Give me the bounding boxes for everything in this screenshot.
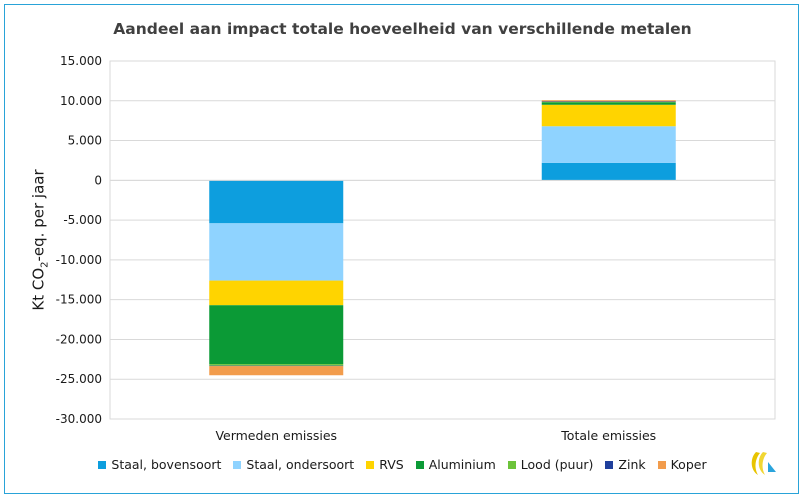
y-tick-label: -10.000 — [56, 253, 102, 267]
y-tick-label: -25.000 — [56, 372, 102, 386]
bar-segment — [541, 102, 676, 105]
x-tick-label: Vermeden emissies — [215, 428, 337, 443]
bar-segment — [209, 223, 344, 281]
chart-frame — [4, 4, 799, 494]
company-logo-icon — [751, 452, 776, 475]
legend-label: RVS — [379, 457, 404, 472]
legend-item: Zink — [605, 457, 646, 472]
legend-swatch — [366, 460, 375, 469]
y-tick-label: 10.000 — [60, 94, 102, 108]
bar-segment — [541, 100, 676, 102]
legend-item: Staal, bovensoort — [98, 457, 221, 472]
legend: Staal, bovensoort Staal, ondersoort RVS Alu… — [0, 457, 805, 472]
y-tick-label: 15.000 — [60, 54, 102, 68]
legend-swatch — [657, 460, 666, 469]
bar-segment — [209, 366, 344, 376]
y-tick-label: 5.000 — [68, 134, 102, 148]
bar-segment — [209, 364, 344, 366]
legend-swatch — [507, 460, 516, 469]
bar-segment — [541, 101, 676, 103]
legend-label: Zink — [618, 457, 646, 472]
chart-title: Aandeel aan impact totale hoeveelheid va… — [113, 20, 692, 38]
legend-swatch — [98, 460, 107, 469]
bar-segment — [541, 162, 676, 181]
legend-label: Koper — [670, 457, 707, 472]
legend-item: Staal, ondersoort — [233, 457, 354, 472]
legend-item: Aluminium — [415, 457, 496, 472]
legend-item: Lood (puur) — [507, 457, 594, 472]
bar-segment — [541, 126, 676, 163]
y-tick-label: -20.000 — [56, 332, 102, 346]
bar-segment — [209, 280, 344, 306]
y-tick-label: 0 — [94, 173, 102, 187]
bar-segment — [541, 104, 676, 127]
legend-item: Koper — [657, 457, 707, 472]
y-tick-label: -15.000 — [56, 293, 102, 307]
legend-item: RVS — [366, 457, 404, 472]
legend-label: Aluminium — [428, 457, 496, 472]
y-tick-label: -30.000 — [56, 412, 102, 426]
legend-swatch — [415, 460, 424, 469]
bar-segment — [209, 365, 344, 367]
bar-segment — [209, 180, 344, 224]
legend-label: Staal, bovensoort — [111, 457, 222, 472]
x-tick-label: Totale emissies — [560, 428, 656, 443]
legend-label: Lood (puur) — [520, 457, 594, 472]
bar-segment — [541, 101, 676, 102]
legend-swatch — [233, 460, 242, 469]
bar-segment — [209, 305, 344, 365]
legend-label: Staal, ondersoort — [246, 457, 355, 472]
legend-swatch — [605, 460, 614, 469]
y-tick-label: -5.000 — [63, 213, 102, 227]
